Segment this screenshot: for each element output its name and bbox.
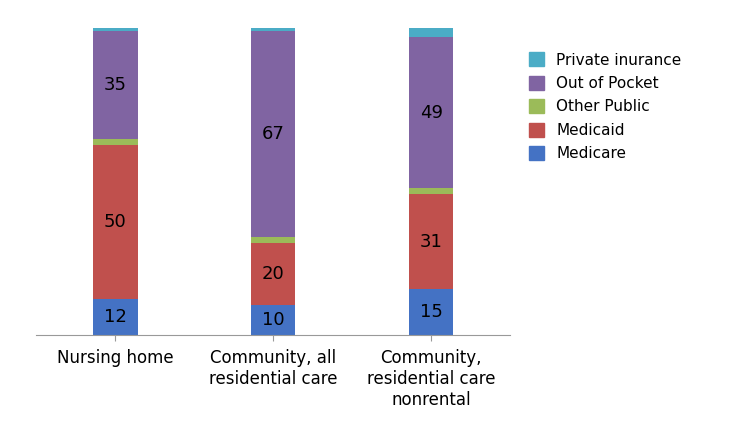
Bar	[409, 28, 453, 37]
Bar	[252, 305, 295, 335]
Bar	[252, 243, 295, 305]
Text: 67: 67	[262, 125, 285, 143]
Bar	[409, 289, 453, 335]
Text: 31: 31	[420, 233, 443, 251]
Text: 50: 50	[104, 213, 127, 231]
Legend: Private inurance, Out of Pocket, Other Public, Medicaid, Medicare: Private inurance, Out of Pocket, Other P…	[523, 46, 687, 168]
Bar	[409, 37, 453, 188]
Bar	[93, 145, 138, 298]
Text: 10: 10	[262, 311, 285, 329]
Text: 35: 35	[104, 76, 127, 94]
Bar	[93, 139, 138, 145]
Text: 49: 49	[420, 104, 443, 122]
Bar	[409, 194, 453, 289]
Bar	[93, 298, 138, 335]
Text: 20: 20	[262, 265, 285, 283]
Bar	[252, 31, 295, 237]
Bar	[252, 237, 295, 243]
Text: 12: 12	[104, 308, 127, 326]
Bar	[93, 31, 138, 139]
Bar	[409, 188, 453, 194]
Bar	[252, 28, 295, 31]
Text: 15: 15	[420, 303, 443, 321]
Bar	[93, 28, 138, 31]
